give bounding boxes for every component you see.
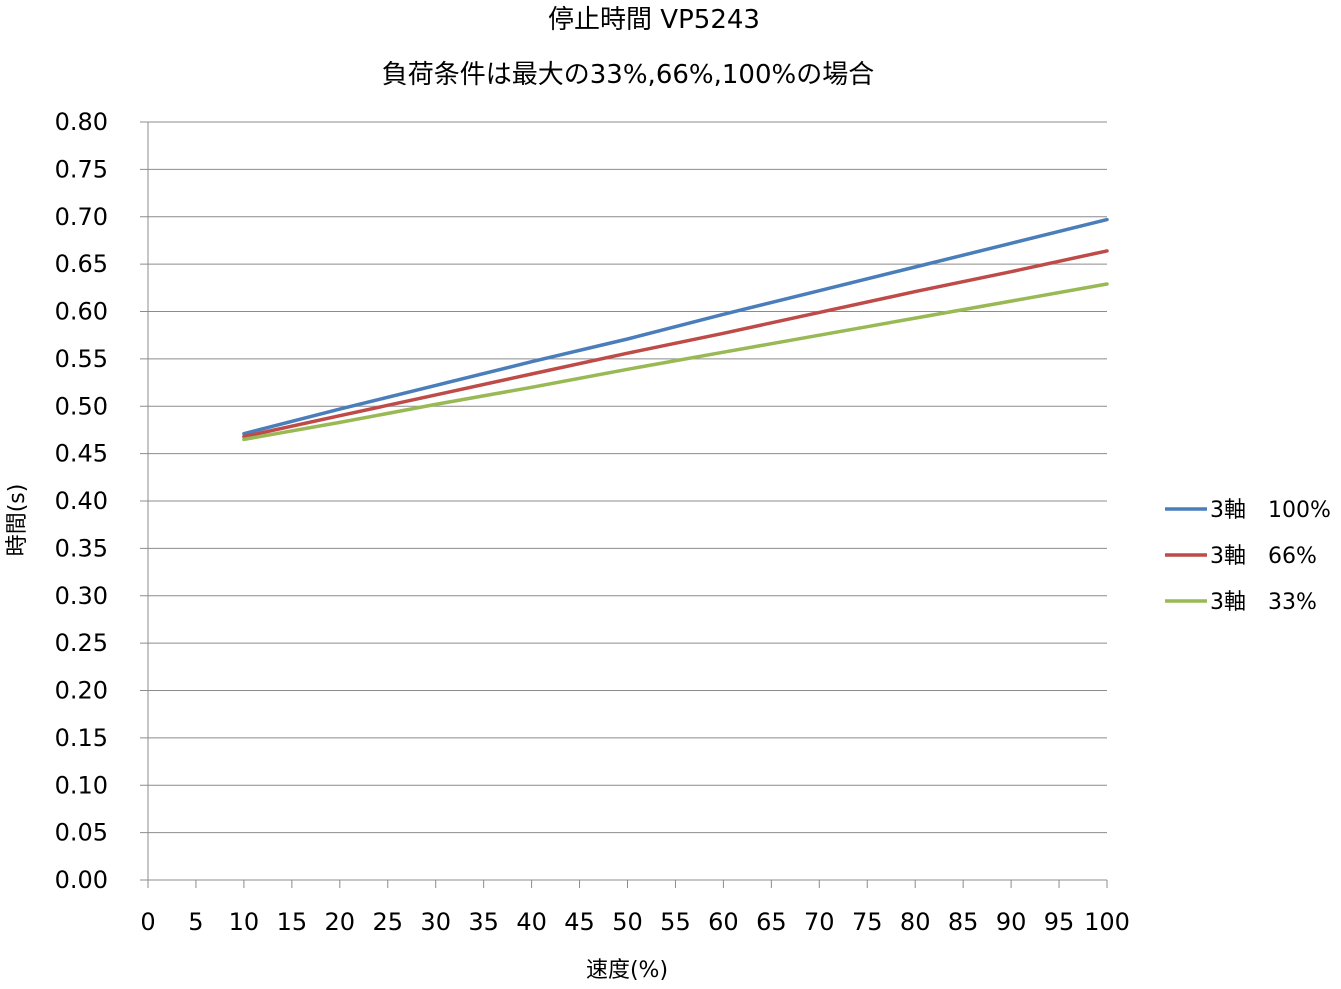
x-tick-label: 20 — [325, 908, 356, 936]
gridlines — [148, 121, 1107, 834]
x-tick-label: 95 — [1044, 908, 1075, 936]
x-tick-label: 30 — [420, 908, 451, 936]
x-tick-label: 5 — [188, 908, 203, 936]
chart-title: 停止時間 VP5243 — [548, 5, 760, 35]
chart-subtitle: 負荷条件は最大の33%,66%,100%の場合 — [382, 60, 874, 90]
y-tick-label: 0.70 — [55, 203, 108, 231]
x-tick-label: 45 — [564, 908, 595, 936]
y-axis-label: 時間(s) — [5, 484, 30, 557]
legend-item-2: 3軸 66% — [1165, 544, 1317, 569]
x-tick-label: 85 — [948, 908, 979, 936]
y-tick-label: 0.60 — [55, 298, 108, 326]
x-tick-label: 75 — [852, 908, 883, 936]
legend-item-3: 3軸 33% — [1165, 590, 1317, 615]
x-tick-label: 90 — [996, 908, 1027, 936]
x-tick-label: 25 — [372, 908, 403, 936]
y-tick-label: 0.55 — [55, 345, 108, 373]
x-tick-label: 55 — [660, 908, 691, 936]
y-tick-label: 0.80 — [55, 108, 108, 136]
y-tick-label: 0.25 — [55, 629, 108, 657]
x-tick-label: 15 — [277, 908, 308, 936]
x-tick-label: 60 — [708, 908, 739, 936]
y-tick-label: 0.15 — [55, 724, 108, 752]
x-tick-label: 65 — [756, 908, 787, 936]
y-tick-label: 0.35 — [55, 534, 108, 562]
x-axis-label: 速度(%) — [586, 958, 668, 983]
series-line-2 — [242, 249, 1109, 439]
x-tick-label: 10 — [229, 908, 260, 936]
x-tick-label: 40 — [516, 908, 547, 936]
y-tick-label: 0.05 — [55, 819, 108, 847]
x-tick-label: 100 — [1084, 908, 1130, 936]
y-tick-label: 0.50 — [55, 392, 108, 420]
y-tick-label: 0.20 — [55, 677, 108, 705]
legend-label: 3軸 100% — [1210, 498, 1331, 523]
legend-label: 3軸 66% — [1210, 544, 1317, 569]
series-line-3 — [242, 282, 1109, 442]
tick-labels: 0.00 0.05 0.10 0.15 0.20 0.25 0.30 0.35 0.40 0.45… — [55, 108, 1130, 936]
x-tick-label: 70 — [804, 908, 835, 936]
axes — [140, 121, 1108, 888]
y-tick-label: 0.10 — [55, 771, 108, 799]
x-tick-label: 35 — [468, 908, 499, 936]
x-tick-label: 0 — [140, 908, 155, 936]
y-tick-label: 0.00 — [55, 866, 108, 894]
series-lines — [242, 217, 1109, 442]
y-tick-label: 0.65 — [55, 250, 108, 278]
legend-label: 3軸 33% — [1210, 590, 1317, 615]
legend: 3軸 100% 3軸 66% 3軸 33% — [1165, 498, 1331, 615]
x-tick-label: 80 — [900, 908, 931, 936]
y-tick-label: 0.30 — [55, 582, 108, 610]
x-tick-label: 50 — [612, 908, 643, 936]
legend-item-1: 3軸 100% — [1165, 498, 1331, 523]
series-line-1 — [242, 217, 1109, 436]
y-tick-label: 0.40 — [55, 487, 108, 515]
y-tick-label: 0.75 — [55, 155, 108, 183]
y-tick-label: 0.45 — [55, 440, 108, 468]
